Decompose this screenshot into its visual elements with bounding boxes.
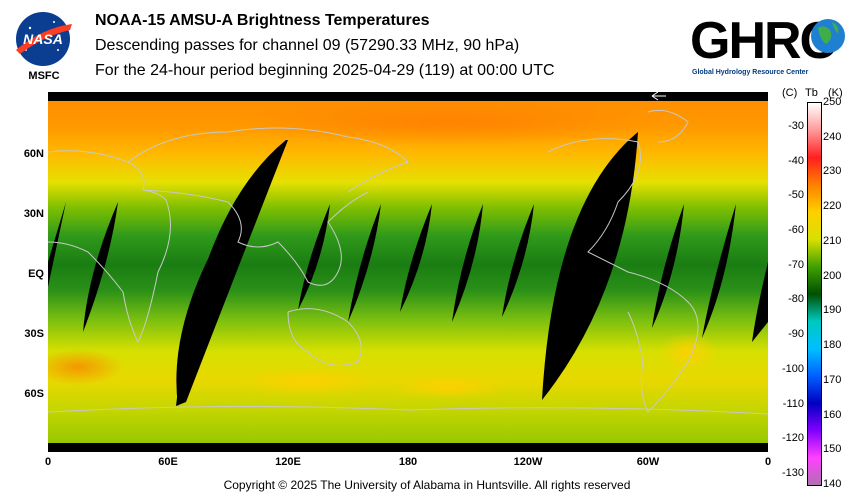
colorbar-kelvin-tick: 200 bbox=[823, 269, 842, 282]
colorbar-kelvin-tick: 230 bbox=[823, 165, 842, 178]
no-data-band-north bbox=[48, 92, 768, 101]
map-svg bbox=[33, 91, 769, 452]
colorbar-celsius-tick: -130 bbox=[781, 467, 804, 480]
colorbar-celsius-tick: -100 bbox=[781, 362, 804, 375]
colorbar-celsius-tick: -90 bbox=[788, 328, 804, 341]
colorbar-celsius-tick: -110 bbox=[782, 397, 804, 410]
colorbar-kelvin-tick: 190 bbox=[823, 304, 842, 317]
lat-label-30n: 30N bbox=[23, 208, 44, 220]
orbit-direction-marker bbox=[651, 91, 666, 101]
ghrc-logo: GHRC Global Hydrology Resource Center bbox=[688, 8, 852, 78]
swath-gap bbox=[48, 202, 66, 287]
colorbar-kelvin-tick: 240 bbox=[823, 130, 842, 143]
lon-label-120e: 120E bbox=[275, 456, 301, 468]
colorbar-header-tb: Tb bbox=[805, 87, 818, 99]
colorbar-celsius-tick: -120 bbox=[781, 432, 804, 445]
swath-gap bbox=[400, 204, 432, 312]
colorbar-gradient bbox=[808, 103, 821, 485]
page-title: NOAA-15 AMSU-A Brightness Temperatures bbox=[95, 12, 430, 29]
msfc-label: MSFC bbox=[28, 70, 60, 82]
swath-gap bbox=[752, 262, 768, 342]
copyright-text: Copyright © 2025 The University of Alaba… bbox=[223, 478, 631, 492]
swath-gap bbox=[502, 204, 534, 317]
lon-label-180: 180 bbox=[398, 456, 418, 468]
page-subtitle: Descending passes for channel 09 (57290.… bbox=[95, 37, 520, 54]
colorbar-kelvin-tick: 170 bbox=[823, 373, 842, 386]
nasa-logo: NASA bbox=[12, 10, 74, 68]
colorbar-kelvin-tick: 180 bbox=[823, 339, 842, 352]
colorbar bbox=[807, 102, 822, 486]
lat-label-60s: 60S bbox=[24, 388, 44, 400]
no-data-band-south bbox=[48, 443, 768, 452]
period-text: For the 24-hour period beginning 2025-04… bbox=[95, 62, 555, 79]
swath-gap bbox=[542, 132, 638, 400]
brightness-temperature-map bbox=[33, 91, 769, 452]
colorbar-celsius-tick: -80 bbox=[788, 293, 804, 306]
lon-label-60e: 60E bbox=[158, 456, 178, 468]
colorbar-celsius-tick: -60 bbox=[788, 223, 804, 236]
colorbar-kelvin-tick: 150 bbox=[823, 443, 842, 456]
colorbar-kelvin-tick: 250 bbox=[823, 96, 842, 108]
colorbar-header-c: (C) bbox=[782, 87, 798, 99]
colorbar-header-k: (K) bbox=[828, 87, 843, 99]
lat-label-eq: EQ bbox=[28, 268, 44, 280]
lon-label-120w: 120W bbox=[513, 456, 543, 468]
lat-label-60n: 60N bbox=[23, 148, 44, 160]
swath-gap bbox=[702, 204, 736, 338]
ghrc-tagline: Global Hydrology Resource Center bbox=[692, 69, 809, 76]
swath-gap bbox=[652, 204, 684, 328]
lon-label-0-end: 0 bbox=[764, 456, 772, 468]
swath-gap bbox=[348, 204, 381, 322]
colorbar-kelvin-tick: 210 bbox=[823, 234, 842, 247]
swath-gap bbox=[176, 140, 286, 406]
colorbar-celsius-tick: -40 bbox=[788, 154, 804, 167]
swath-gap bbox=[83, 202, 118, 332]
colorbar-kelvin-tick: 160 bbox=[823, 408, 842, 421]
lon-label-60w: 60W bbox=[636, 456, 660, 468]
colorbar-celsius-tick: -30 bbox=[788, 119, 804, 132]
colorbar-kelvin-tick: 140 bbox=[823, 478, 842, 490]
nasa-logo-text: NASA bbox=[23, 31, 63, 47]
coastlines bbox=[47, 109, 769, 415]
colorbar-kelvin-tick: 220 bbox=[823, 200, 842, 213]
swath-gap bbox=[452, 204, 483, 322]
colorbar-celsius-tick: -50 bbox=[788, 189, 804, 202]
lon-label-0: 0 bbox=[44, 456, 52, 468]
lat-label-30s: 30S bbox=[24, 328, 44, 340]
colorbar-celsius-tick: -70 bbox=[788, 258, 804, 271]
swath-gap bbox=[298, 204, 330, 310]
